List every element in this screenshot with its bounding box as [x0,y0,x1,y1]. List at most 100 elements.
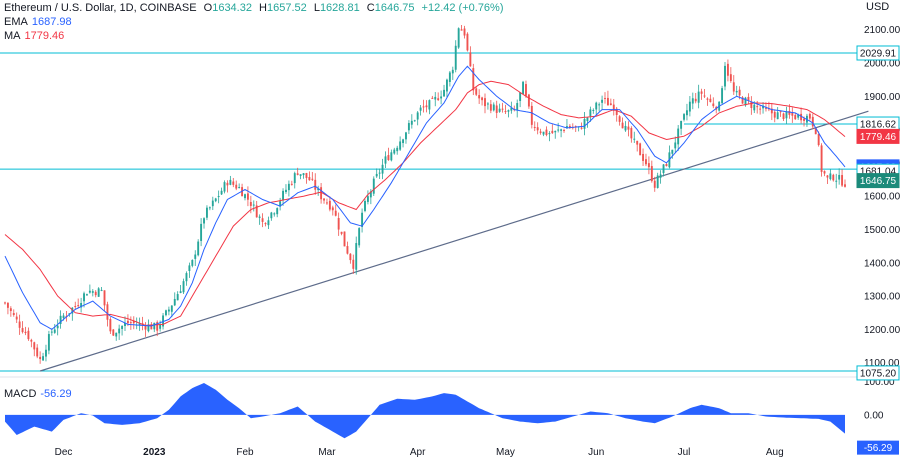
price-axis[interactable]: 2100.002000.001900.001800.001700.001600.… [864,25,900,421]
candle [176,291,179,301]
candle-body [612,104,615,111]
candle-body [606,97,609,106]
candle-body [410,120,413,125]
candle-body [109,319,112,332]
candle-body [724,65,726,87]
candle-body [375,173,378,177]
candle-body [756,106,759,108]
candle [30,338,33,348]
candle-body [428,100,431,110]
candle [560,128,563,138]
macd-legend[interactable]: MACD -56.29 [4,388,72,400]
candle [530,101,533,129]
candle-body [83,293,85,302]
ema-legend[interactable]: EMA 1687.98 [4,16,72,28]
candle [826,175,829,184]
candle [606,90,609,106]
price-badge-box [856,45,900,61]
candle-body [138,323,141,326]
candle [486,102,489,110]
candle [525,80,527,98]
candle-body [639,143,642,156]
candle [364,199,366,213]
candle-body [803,118,805,121]
candle-body [548,133,551,135]
candle [680,120,683,136]
candle [91,289,94,297]
candle-body [45,349,47,357]
symbol-title[interactable]: Ethereum / U.S. Dollar, 1D, COINBASE [4,2,197,14]
candle [179,284,182,294]
price-tick-label: 1600.00 [864,192,900,203]
candle [724,62,726,91]
candle-body [419,107,422,111]
candle-body [527,94,530,107]
candle-body [437,98,440,101]
candle [466,32,469,52]
candle [86,293,88,296]
candle-body [542,131,545,135]
candle-body [53,329,56,333]
candle [293,171,296,189]
candle-body [677,128,680,145]
currency-label: USD [866,1,890,13]
candle [302,173,305,179]
time-axis[interactable]: Dec 2023 Feb Mar Apr May Jun Jul Aug [55,447,784,458]
candle [59,310,62,329]
candle-body [352,259,355,269]
candle [566,119,568,129]
candle-body [712,103,715,107]
candle [589,106,592,122]
candle-body [586,117,589,122]
candle-body [285,189,287,193]
candle [255,200,258,218]
candle [115,332,118,341]
candle [191,259,194,268]
candle-body [27,330,30,340]
candle-body [282,190,284,201]
ohlc-legend: Ethereum / U.S. Dollar, 1D, COINBASE O16… [4,2,504,14]
macd-value: -56.29 [40,388,72,400]
candle [507,109,510,118]
candle [74,301,77,310]
candle-body [829,173,832,180]
candle-body [302,173,305,176]
candle [583,112,586,136]
candle-body [299,174,302,176]
price-tick-label: 2000.00 [864,58,900,69]
candle-body [563,130,565,132]
candle-body [434,96,437,100]
candle-body [615,108,618,115]
candle [9,306,12,317]
candle-body [361,212,364,227]
candle [334,204,337,217]
candle-body [545,129,548,136]
candle-body [15,316,18,320]
candle [732,75,735,95]
candle [668,145,671,169]
candle-body [94,291,97,296]
candle-body [337,218,340,230]
candle-body [820,145,823,172]
candle-body [346,246,349,254]
candle [601,95,604,110]
candle-body [595,102,598,110]
candle [12,309,15,317]
candle [296,167,299,176]
candle [434,92,437,107]
price-tick-label: 1100.00 [864,358,900,369]
candle [285,184,287,194]
candle-body [566,126,568,129]
candle-body [402,139,404,144]
ema-value: 1687.98 [31,16,72,28]
price-badge: 1646.75 [856,173,900,189]
ma-legend[interactable]: MA 1779.46 [4,30,64,42]
candle-body [589,109,592,117]
price-badge-label: 1646.75 [860,176,897,187]
candle [331,205,334,216]
ema-line [4,65,846,331]
candle-body [826,175,829,178]
candle [97,287,100,297]
candle [516,99,519,118]
